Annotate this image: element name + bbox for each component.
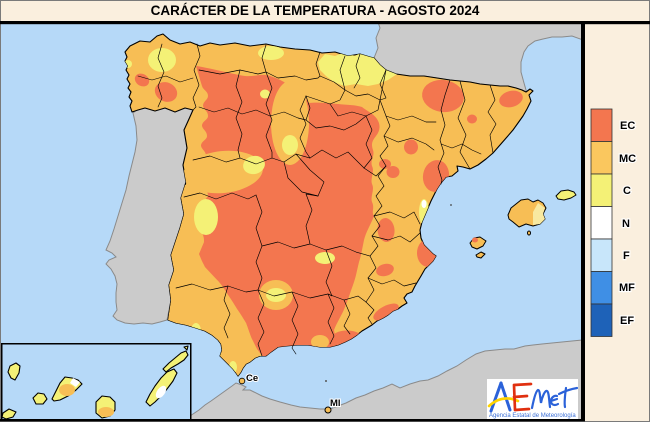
svg-text:MF: MF bbox=[619, 282, 635, 294]
svg-text:MC: MC bbox=[619, 153, 636, 165]
svg-text:EC: EC bbox=[620, 120, 635, 132]
svg-text:C: C bbox=[623, 185, 631, 197]
svg-text:Ml: Ml bbox=[330, 398, 341, 409]
svg-text:F: F bbox=[623, 250, 630, 262]
svg-text:N: N bbox=[622, 218, 630, 230]
svg-text:EF: EF bbox=[620, 315, 634, 327]
svg-text:CARÁCTER DE LA TEMPERATURA - A: CARÁCTER DE LA TEMPERATURA - AGOSTO 2024 bbox=[151, 3, 480, 18]
svg-text:Ce: Ce bbox=[246, 373, 258, 384]
svg-text:Agencia Estatal de Meteorologí: Agencia Estatal de Meteorología bbox=[489, 413, 576, 419]
